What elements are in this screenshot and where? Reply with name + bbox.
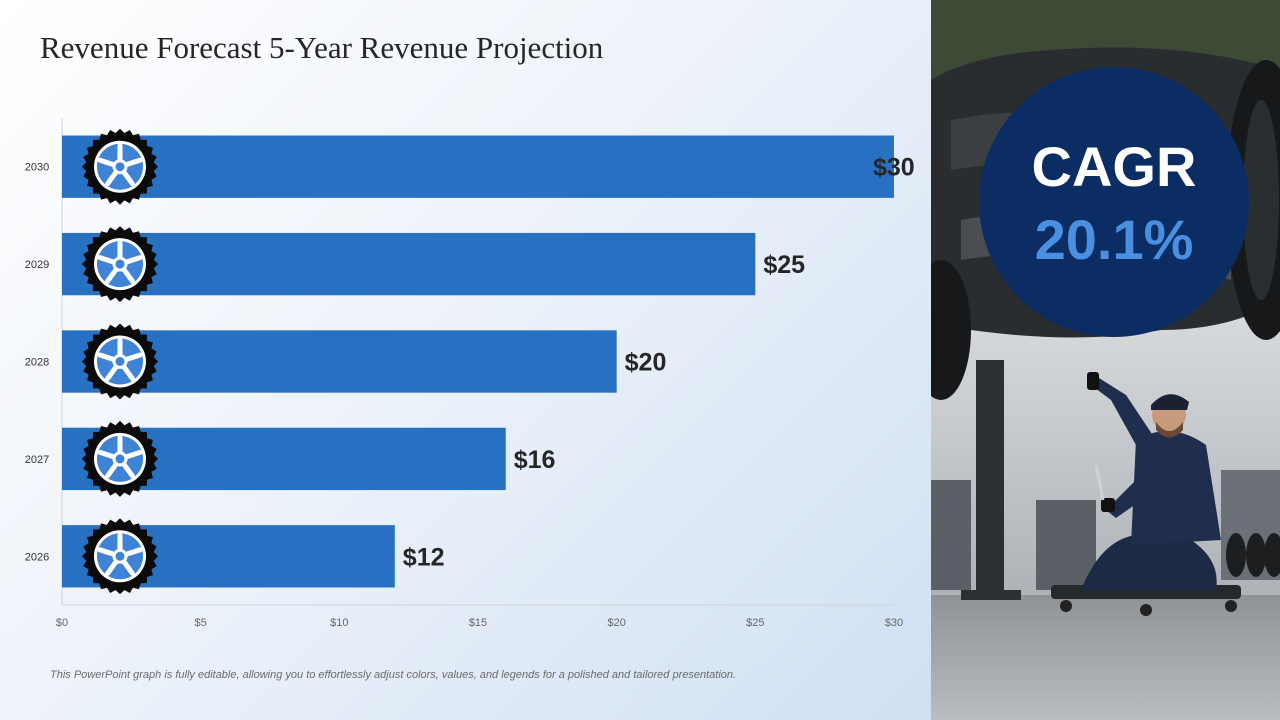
cagr-value: 20.1% [1034,208,1194,271]
footnote: This PowerPoint graph is fully editable,… [50,669,737,681]
x-tick-label: $0 [56,617,68,629]
x-tick-label: $30 [885,617,903,629]
x-tick-label: $15 [469,617,487,629]
y-category-label: 2028 [25,357,49,369]
data-label: $25 [763,251,805,279]
cagr-label: CAGR [1031,135,1197,198]
data-label: $30 [873,154,915,182]
data-label: $12 [403,543,445,571]
y-category-label: 2029 [25,259,49,271]
x-tick-label: $20 [607,617,625,629]
x-tick-label: $25 [746,617,764,629]
revenue-bar-chart: $0 $5 $10 $15 $20 $25 $30 2030 $30 2029 $25 2028 $20… [25,118,915,629]
bar [62,232,756,296]
slide-title: Revenue Forecast 5-Year Revenue Projecti… [40,30,604,65]
x-tick-label: $5 [195,617,207,629]
tire-icon [82,323,158,400]
y-category-label: 2030 [25,162,49,174]
cagr-badge: CAGR 20.1% [979,67,1249,337]
tire-icon [82,518,158,595]
y-category-label: 2026 [25,551,49,563]
x-tick-label: $10 [330,617,348,629]
tire-icon [82,226,158,303]
data-label: $16 [514,446,556,474]
tire-icon [82,128,158,205]
data-label: $20 [625,349,667,377]
y-category-label: 2027 [25,454,49,466]
tire-icon [82,420,158,497]
bar [62,135,894,198]
